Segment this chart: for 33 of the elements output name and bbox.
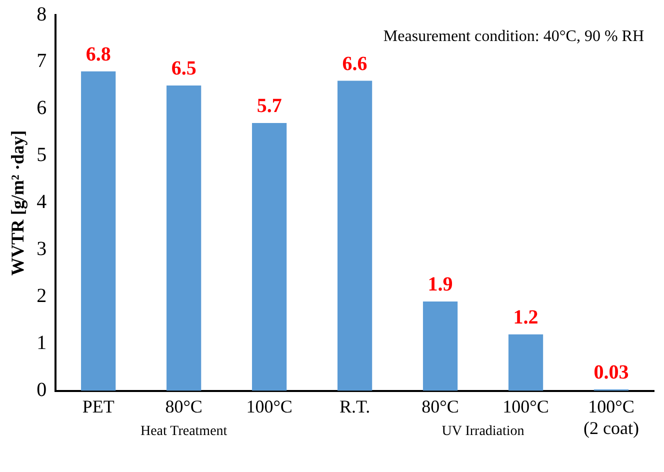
bar [508,334,544,391]
data-label: 5.7 [256,95,282,118]
data-label: 0.03 [594,362,629,384]
bar [337,80,372,391]
y-tick-label: 1 [36,332,47,354]
x-tick-label: 80°C [422,396,459,416]
data-label: 6.5 [171,58,196,80]
y-tick-label: 7 [36,50,47,72]
y-tick-label: 3 [36,238,47,260]
bar [81,71,116,391]
data-label: 1.9 [428,274,453,296]
text: UV Irradiation [442,424,524,439]
x-tick-label: PET [82,396,114,416]
x-tick-label: 100°C (2 coat) [584,396,639,438]
y-tick-label: 2 [36,285,47,308]
y-tick-label: 8 [36,3,47,26]
data-label: 6.8 [86,44,111,66]
x-tick-label: 80°C [165,396,202,416]
annotation: Measurement condition: 40°C, 90 % RH [383,28,644,45]
x-tick-label: 100°C [246,396,292,416]
data-label: 1.2 [513,306,538,329]
bar [422,302,458,391]
y-tick-label: 4 [36,191,47,214]
bar [252,123,287,391]
y-axis-title: WVTR [g/m² ·day] [7,130,28,276]
text: Heat Treatment [140,424,228,439]
y-tick-label: 0 [36,379,47,402]
x-tick-label: 100°C [502,396,549,416]
x-tick-label: R.T. [339,396,370,416]
y-tick-label: 5 [36,144,47,166]
bar [166,85,202,391]
data-label: 6.6 [342,52,368,75]
y-tick-label: 6 [36,97,47,120]
